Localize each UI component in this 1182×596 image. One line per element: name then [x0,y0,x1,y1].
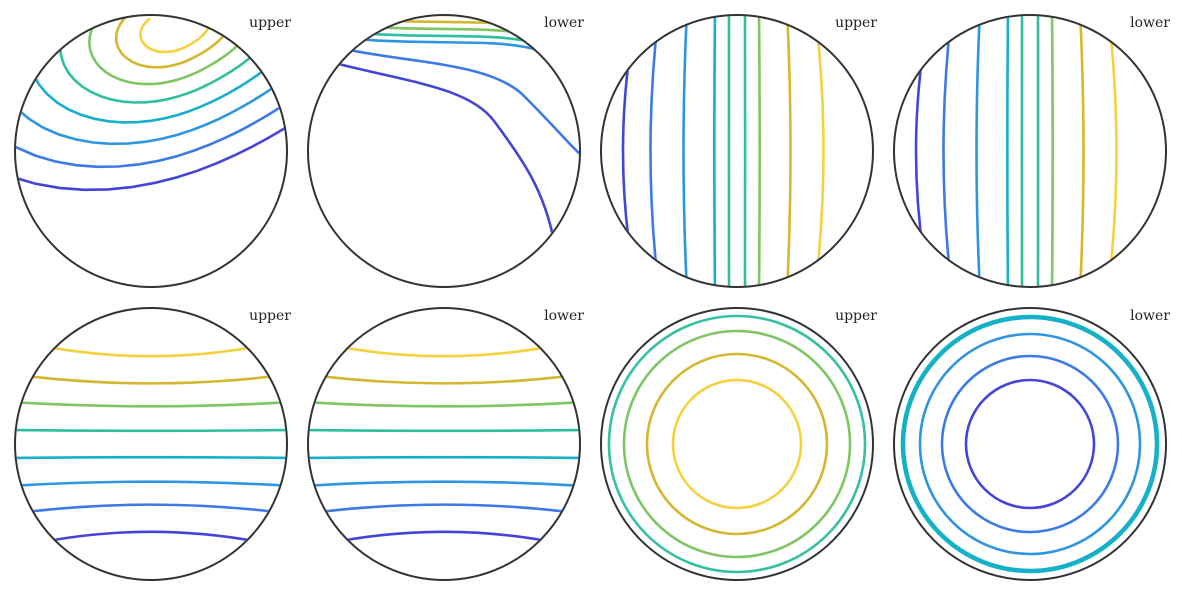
contour-panel-7: upper [600,307,877,581]
contour-line [975,16,982,286]
panel-rim [307,307,581,581]
contour-line [621,16,639,286]
contour-panel-8: lower [893,307,1170,581]
contour-ring [964,378,1096,510]
contour-line [16,503,286,516]
contour-line [16,400,286,408]
contour-ring [902,316,1158,572]
contour-line [16,428,286,433]
contour-line [87,16,255,86]
panel-label: lower [544,15,584,31]
panel-rim [893,307,1167,581]
contour-line [309,428,579,433]
contour-ring [900,314,1160,574]
panel-label: lower [544,308,584,324]
contour-line [1006,16,1010,286]
panel-label: upper [249,308,291,324]
contour-panel-2: lower [307,14,584,288]
contour-line [16,530,286,551]
contour-line [713,16,717,286]
contour-ring [645,352,829,536]
contour-ring [671,378,803,510]
contour-line [649,16,661,286]
panel-label: upper [249,15,291,31]
contour-line [682,16,689,286]
contour-line [1050,16,1054,286]
contour-line [309,455,579,460]
contour-line [309,480,579,488]
contour-panel-3: upper [600,14,877,288]
contour-line [16,16,286,146]
contour-line [16,337,286,358]
contour-line [309,400,579,408]
contour-ring [940,354,1120,534]
contour-ring [918,332,1142,556]
panel-label: upper [835,308,877,324]
panel-rim [893,14,1167,288]
panel-rim [600,307,874,581]
contour-line [16,455,286,460]
contour-line [16,16,286,169]
contour-line [309,372,579,385]
contour-line [1078,16,1085,286]
contour-panel-5: upper [14,307,291,581]
panel-rim [600,14,874,288]
contour-line [309,503,579,516]
panel-rim [307,14,581,288]
panel-label: lower [1130,15,1170,31]
contour-line [16,16,286,192]
panel-rim [14,307,288,581]
contour-panel-1: upper [14,14,291,288]
panel-label: upper [835,15,877,31]
contour-line [309,34,579,163]
contour-line [114,16,232,69]
contour-panel-4: lower [893,14,1170,288]
contour-line [16,372,286,385]
contour-ring [607,314,867,574]
contour-line [309,337,579,358]
contour-line [757,16,761,286]
contour-line [914,16,932,286]
contour-ring [622,329,852,559]
contour-line [309,530,579,551]
contour-panel-6: lower [307,307,584,581]
contour-line [942,16,954,286]
panel-rim [14,14,288,288]
contour-line [1106,16,1118,286]
contour-line [813,16,825,286]
contour-line [309,49,556,243]
panel-label: lower [1130,308,1170,324]
contour-line [16,480,286,488]
contour-line [139,17,211,54]
contour-line [785,16,792,286]
